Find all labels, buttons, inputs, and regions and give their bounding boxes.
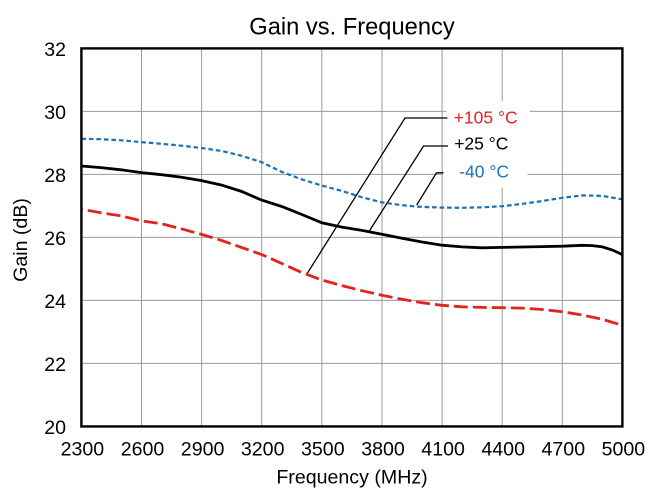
svg-text:Gain (dB): Gain (dB)	[10, 198, 32, 282]
svg-text:28: 28	[44, 165, 66, 187]
svg-text:2300: 2300	[61, 439, 105, 461]
svg-text:20: 20	[44, 417, 66, 439]
svg-text:2600: 2600	[121, 439, 165, 461]
svg-text:26: 26	[44, 228, 66, 250]
svg-text:32: 32	[44, 39, 66, 61]
svg-text:-40 °C: -40 °C	[459, 162, 509, 182]
svg-text:5000: 5000	[602, 439, 646, 461]
svg-text:4100: 4100	[421, 439, 465, 461]
svg-text:4700: 4700	[542, 439, 586, 461]
svg-text:30: 30	[44, 102, 66, 124]
svg-text:Gain vs. Frequency: Gain vs. Frequency	[249, 14, 455, 40]
svg-text:22: 22	[44, 354, 66, 376]
svg-text:2900: 2900	[181, 439, 225, 461]
svg-text:Frequency (MHz): Frequency (MHz)	[276, 467, 427, 489]
svg-text:4400: 4400	[481, 439, 525, 461]
svg-text:24: 24	[44, 291, 66, 313]
svg-text:+25 °C: +25 °C	[454, 133, 508, 153]
svg-text:3800: 3800	[361, 439, 405, 461]
svg-text:3200: 3200	[241, 439, 285, 461]
svg-text:+105 °C: +105 °C	[454, 108, 518, 128]
svg-text:3500: 3500	[301, 439, 345, 461]
